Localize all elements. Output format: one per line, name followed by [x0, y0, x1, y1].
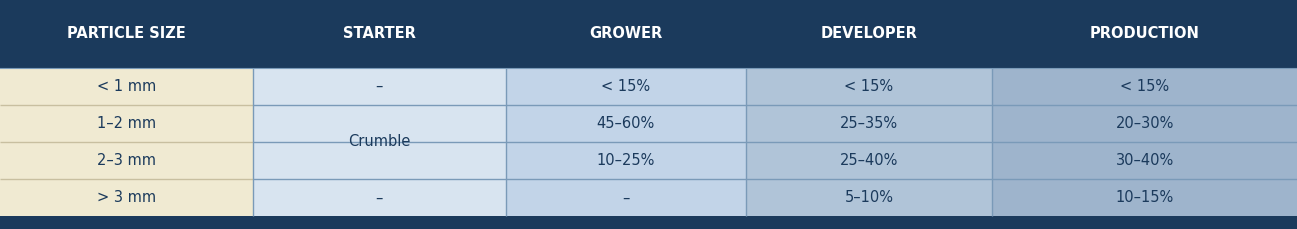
Bar: [992, 142, 1297, 179]
Text: Crumble: Crumble: [348, 134, 411, 150]
Bar: [506, 142, 746, 179]
Bar: [992, 179, 1297, 216]
Text: 5–10%: 5–10%: [844, 190, 894, 205]
Bar: [506, 179, 746, 216]
Bar: [506, 0, 746, 68]
Bar: [253, 0, 506, 68]
Bar: [992, 68, 1297, 105]
Text: STARTER: STARTER: [342, 26, 416, 41]
Text: GROWER: GROWER: [589, 26, 663, 41]
Bar: [992, 105, 1297, 142]
Bar: [0, 0, 253, 68]
Bar: [992, 0, 1297, 68]
Bar: [0, 142, 253, 179]
Bar: [746, 105, 992, 142]
Text: –: –: [376, 79, 383, 94]
Text: 25–40%: 25–40%: [839, 153, 899, 168]
Bar: [0, 105, 253, 142]
Text: –: –: [623, 190, 629, 205]
Bar: [746, 179, 992, 216]
Text: PRODUCTION: PRODUCTION: [1089, 26, 1200, 41]
Bar: [253, 105, 506, 142]
Text: < 1 mm: < 1 mm: [97, 79, 156, 94]
Text: 2–3 mm: 2–3 mm: [97, 153, 156, 168]
Bar: [253, 142, 506, 179]
Text: 20–30%: 20–30%: [1115, 116, 1174, 131]
Bar: [0, 68, 253, 105]
Bar: [0, 179, 253, 216]
Bar: [746, 142, 992, 179]
Text: –: –: [376, 190, 383, 205]
Text: 10–15%: 10–15%: [1115, 190, 1174, 205]
Bar: [746, 0, 992, 68]
Text: < 15%: < 15%: [844, 79, 894, 94]
Text: 45–60%: 45–60%: [597, 116, 655, 131]
Text: 1–2 mm: 1–2 mm: [97, 116, 156, 131]
Text: 30–40%: 30–40%: [1115, 153, 1174, 168]
Bar: [506, 68, 746, 105]
Text: PARTICLE SIZE: PARTICLE SIZE: [67, 26, 185, 41]
Text: > 3 mm: > 3 mm: [97, 190, 156, 205]
Text: 10–25%: 10–25%: [597, 153, 655, 168]
Text: < 15%: < 15%: [1121, 79, 1169, 94]
Bar: [506, 105, 746, 142]
Bar: [253, 179, 506, 216]
Bar: [746, 68, 992, 105]
Bar: [0, 216, 1297, 229]
Text: 25–35%: 25–35%: [840, 116, 898, 131]
Bar: [253, 68, 506, 105]
Text: < 15%: < 15%: [602, 79, 650, 94]
Text: DEVELOPER: DEVELOPER: [821, 26, 917, 41]
